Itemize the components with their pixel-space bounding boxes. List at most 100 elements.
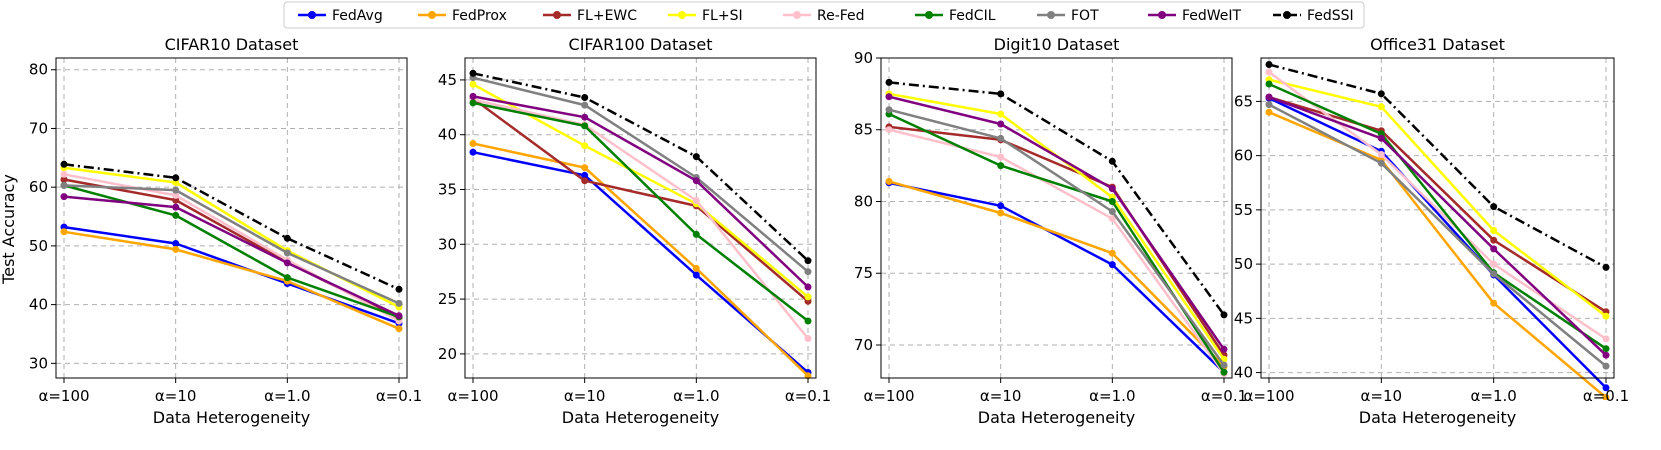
legend-marker-fl-ewc xyxy=(553,11,561,19)
data-point-fedweit xyxy=(1602,351,1610,359)
data-point-re-fed xyxy=(1108,215,1116,223)
data-point-fot xyxy=(283,249,291,257)
data-point-fot xyxy=(172,186,180,194)
data-point-fedweit xyxy=(692,177,700,185)
axes-frame xyxy=(880,57,1233,379)
chart-panel-3: 70 75 80 85 90 α=100 α=10 α=1.0 α=0.1 Digit10 Dat… xyxy=(854,35,1247,427)
legend-label-fedssi: FedSSI xyxy=(1307,8,1354,24)
x-tick-label: α=1.0 xyxy=(264,387,310,405)
data-point-fedweit xyxy=(1108,185,1116,193)
series-line-fedavg xyxy=(888,181,1225,374)
x-tick-label: α=100 xyxy=(1243,387,1294,405)
chart-panel-2: 20 25 30 35 40 45 α=100 α=10 α=1.0 α=0.1 CIFAR100 … xyxy=(438,35,831,427)
data-point-fedavg xyxy=(581,171,589,179)
series-line-fl-si xyxy=(472,83,809,298)
series-line-fedweit xyxy=(63,195,400,317)
legend: FedAvg FedProx FL+EWC FL+SI Re-Fed FedCIL FOT F… xyxy=(283,1,1365,29)
legend-label-fl-ewc: FL+EWC xyxy=(577,8,637,24)
x-tick-label: α=10 xyxy=(564,387,606,405)
data-point-fot xyxy=(1490,270,1498,278)
data-point-fedweit xyxy=(60,193,68,201)
series-line-fedcil xyxy=(63,184,400,319)
data-point-fl-si xyxy=(1602,312,1610,320)
data-point-fot xyxy=(1602,362,1610,370)
data-point-fedprox xyxy=(692,264,700,272)
y-tick-label: 75 xyxy=(854,264,873,282)
data-point-fedcil xyxy=(1220,368,1228,376)
data-point-fedcil xyxy=(804,317,812,325)
data-point-fedcil xyxy=(1602,345,1610,353)
series-line-fedssi xyxy=(472,72,809,262)
data-point-fedcil xyxy=(1108,198,1116,205)
data-point-re-fed xyxy=(885,126,893,134)
y-tick-label: 40 xyxy=(29,296,48,314)
legend-marker-fedprox xyxy=(428,11,436,19)
data-point-fl-ewc xyxy=(60,176,68,183)
data-point-fot xyxy=(804,268,812,276)
data-point-fot xyxy=(1265,101,1273,109)
data-point-fl-si xyxy=(1377,103,1385,111)
y-tick-label: 30 xyxy=(29,354,48,372)
legend-label-fot: FOT xyxy=(1071,8,1099,24)
legend-label-fedprox: FedProx xyxy=(452,8,507,24)
data-point-fedssi xyxy=(1108,157,1116,165)
y-tick-label: 60 xyxy=(29,178,48,196)
data-point-fedweit xyxy=(469,92,477,100)
chart-panel-1: 30 40 50 60 70 80 α=100 α=10 α=1.0 α=0.1 CIFAR10 D… xyxy=(29,35,422,427)
data-point-fedweit xyxy=(804,283,812,291)
data-point-fedcil xyxy=(1265,80,1273,88)
data-point-fedcil xyxy=(692,230,700,238)
data-point-fl-si xyxy=(581,142,589,150)
data-point-fedavg xyxy=(1108,261,1116,269)
x-tick-label: α=100 xyxy=(38,387,89,405)
series-line-fedavg xyxy=(472,150,809,374)
data-point-fedssi xyxy=(1377,90,1385,98)
data-point-fedcil xyxy=(172,211,180,219)
x-tick-label: α=1.0 xyxy=(673,387,719,405)
series-line-fedprox xyxy=(1268,111,1607,399)
data-point-fedweit xyxy=(395,312,403,320)
data-point-fedssi xyxy=(1490,203,1498,211)
data-point-fedprox xyxy=(1108,249,1116,257)
legend-marker-fedweit xyxy=(1158,11,1166,19)
data-point-fedprox xyxy=(997,209,1005,217)
data-point-fot xyxy=(997,134,1005,142)
y-tick-label: 20 xyxy=(438,345,457,363)
series-line-fot xyxy=(888,108,1226,366)
y-tick-label: 40 xyxy=(438,126,457,144)
legend-label-fedweit: FedWeIT xyxy=(1182,8,1242,24)
series-line-fedweit xyxy=(888,95,1226,351)
x-tick-label: α=100 xyxy=(863,387,914,405)
x-tick-label: α=10 xyxy=(155,387,197,405)
data-point-fedssi xyxy=(692,153,700,161)
series-line-fedprox xyxy=(472,142,809,377)
data-point-fedavg xyxy=(469,148,477,156)
data-point-fedcil xyxy=(469,99,477,107)
data-point-fedprox xyxy=(1265,108,1273,116)
series-group xyxy=(885,78,1228,378)
y-tick-label: 45 xyxy=(1234,309,1253,327)
data-point-fedprox xyxy=(1490,299,1498,307)
data-point-fedssi xyxy=(1265,61,1273,68)
data-point-fot xyxy=(60,181,68,189)
y-tick-label: 55 xyxy=(1234,201,1253,219)
y-tick-label: 50 xyxy=(29,237,48,255)
data-point-fot xyxy=(885,106,893,114)
data-point-fl-si xyxy=(1490,227,1498,234)
legend-marker-re-fed xyxy=(793,11,801,19)
legend-label-fedcil: FedCIL xyxy=(949,8,996,24)
legend-label-re-fed: Re-Fed xyxy=(817,8,865,24)
data-point-fedprox xyxy=(395,325,403,333)
legend-marker-fot xyxy=(1047,11,1055,19)
axes-frame xyxy=(55,57,408,379)
data-point-fedssi xyxy=(885,78,893,86)
series-line-fedcil xyxy=(1268,82,1607,350)
y-tick-label: 40 xyxy=(1234,364,1253,382)
x-axis-label: Data Heterogeneity xyxy=(562,408,719,427)
data-point-re-fed xyxy=(804,335,812,342)
series-line-re-fed xyxy=(888,128,1226,375)
x-axis-label: Data Heterogeneity xyxy=(1359,408,1516,427)
data-point-re-fed xyxy=(692,197,700,204)
data-point-fedssi xyxy=(1602,263,1610,271)
series-line-fedavg xyxy=(1268,96,1607,389)
